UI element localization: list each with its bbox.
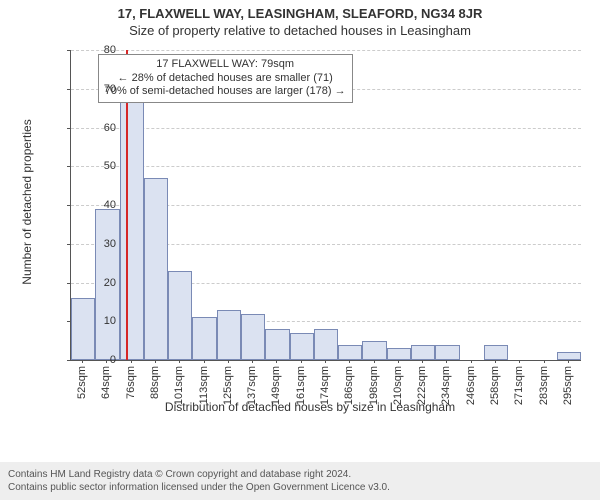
x-tick-mark — [398, 360, 399, 363]
x-tick-mark — [544, 360, 545, 363]
histogram-bar — [144, 178, 168, 360]
y-tick-label: 30 — [82, 238, 116, 250]
x-tick-mark — [446, 360, 447, 363]
histogram-bar — [71, 298, 95, 360]
x-tick-label: 64sqm — [100, 366, 112, 399]
y-tick-mark — [67, 205, 70, 206]
y-tick-label: 40 — [82, 199, 116, 211]
y-tick-mark — [67, 166, 70, 167]
x-tick-mark — [471, 360, 472, 363]
histogram-bar — [338, 345, 362, 361]
x-tick-mark — [106, 360, 107, 363]
footer-line1: Contains HM Land Registry data © Crown c… — [8, 468, 592, 481]
x-tick-label: 88sqm — [149, 366, 161, 399]
x-tick-mark — [228, 360, 229, 363]
histogram-bar — [484, 345, 508, 361]
x-tick-mark — [519, 360, 520, 363]
histogram-bar — [120, 100, 144, 360]
histogram-bar — [362, 341, 386, 360]
y-tick-label: 10 — [82, 315, 116, 327]
histogram-bar — [217, 310, 241, 360]
histogram-bar — [435, 345, 459, 361]
x-tick-mark — [422, 360, 423, 363]
chart-container: Number of detached properties 17 FLAXWEL… — [30, 42, 590, 412]
x-tick-mark — [252, 360, 253, 363]
x-tick-mark — [179, 360, 180, 363]
x-tick-mark — [568, 360, 569, 363]
y-tick-mark — [67, 89, 70, 90]
x-tick-label: 52sqm — [76, 366, 88, 399]
y-tick-mark — [67, 321, 70, 322]
histogram-bar — [557, 352, 581, 360]
y-tick-label: 20 — [82, 277, 116, 289]
footer-line2: Contains public sector information licen… — [8, 481, 592, 494]
y-tick-label: 80 — [82, 44, 116, 56]
x-tick-label: 113sqm — [198, 366, 210, 404]
histogram-bar — [411, 345, 435, 361]
histogram-bar — [290, 333, 314, 360]
x-tick-mark — [276, 360, 277, 363]
x-tick-mark — [374, 360, 375, 363]
y-tick-mark — [67, 128, 70, 129]
y-tick-label: 50 — [82, 160, 116, 172]
annotation-line: 17 FLAXWELL WAY: 79sqm — [105, 58, 346, 72]
y-tick-mark — [67, 244, 70, 245]
histogram-bar — [314, 329, 338, 360]
histogram-bar — [192, 317, 216, 360]
x-tick-mark — [204, 360, 205, 363]
plot-area: 17 FLAXWELL WAY: 79sqm← 28% of detached … — [70, 50, 581, 361]
histogram-bar — [241, 314, 265, 361]
y-tick-mark — [67, 50, 70, 51]
y-tick-label: 60 — [82, 122, 116, 134]
y-tick-label: 70 — [82, 83, 116, 95]
annotation-box: 17 FLAXWELL WAY: 79sqm← 28% of detached … — [98, 54, 353, 103]
y-tick-mark — [67, 283, 70, 284]
x-tick-mark — [349, 360, 350, 363]
y-tick-mark — [67, 360, 70, 361]
page-subtitle: Size of property relative to detached ho… — [0, 21, 600, 38]
histogram-bar — [265, 329, 289, 360]
page-title: 17, FLAXWELL WAY, LEASINGHAM, SLEAFORD, … — [0, 0, 600, 21]
gridline — [71, 50, 581, 51]
x-tick-label: 76sqm — [125, 366, 137, 399]
x-axis-label: Distribution of detached houses by size … — [30, 400, 590, 414]
annotation-line: 70% of semi-detached houses are larger (… — [105, 85, 346, 99]
x-tick-mark — [82, 360, 83, 363]
x-tick-mark — [495, 360, 496, 363]
annotation-line: ← 28% of detached houses are smaller (71… — [105, 72, 346, 86]
y-tick-label: 0 — [82, 354, 116, 366]
x-tick-mark — [325, 360, 326, 363]
x-tick-mark — [131, 360, 132, 363]
gridline — [71, 166, 581, 167]
histogram-bar — [387, 348, 411, 360]
gridline — [71, 128, 581, 129]
x-tick-mark — [301, 360, 302, 363]
footer: Contains HM Land Registry data © Crown c… — [0, 462, 600, 500]
histogram-bar — [168, 271, 192, 360]
x-tick-mark — [155, 360, 156, 363]
